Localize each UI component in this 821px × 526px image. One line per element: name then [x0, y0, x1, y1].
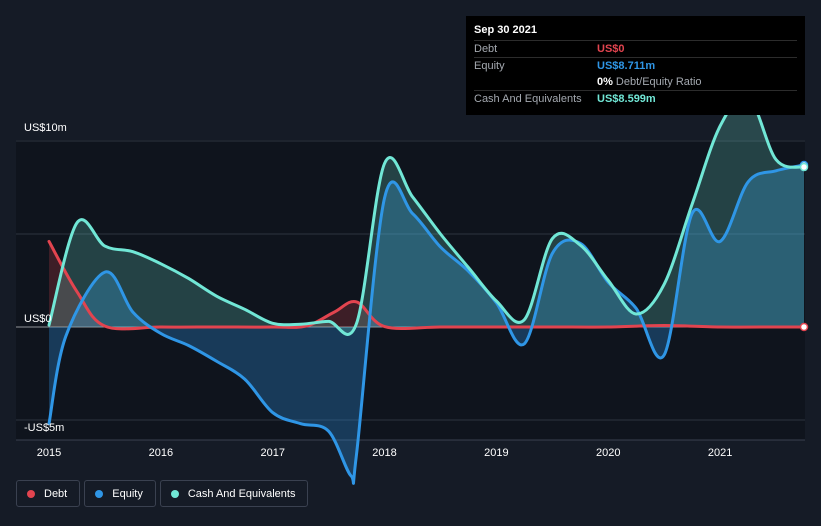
debt-end-point: [799, 322, 809, 332]
x-tick-label: 2017: [260, 447, 285, 459]
legend-item-debt[interactable]: Debt: [16, 480, 81, 507]
series-lines: [47, 93, 806, 485]
y-tick-label: -US$5m: [24, 422, 65, 434]
x-tick-label: 2021: [707, 447, 733, 459]
tooltip-cash-label: Cash And Equivalents: [474, 93, 582, 105]
legend-cash-label: Cash And Equivalents: [187, 487, 296, 500]
x-tick-label: 2015: [36, 447, 62, 459]
cash-area: [49, 95, 804, 335]
plot-background: [16, 140, 805, 440]
data-tooltip: Sep 30 2021 Debt US$0 Equity US$8.711m 0…: [466, 16, 805, 115]
cash-end-point: [799, 162, 809, 172]
legend-item-equity[interactable]: Equity: [84, 480, 156, 507]
x-tick-label: 2016: [148, 447, 174, 459]
legend-item-cash[interactable]: Cash And Equivalents: [159, 480, 309, 507]
tooltip-equity-value: US$8.711m: [597, 60, 656, 72]
tooltip-ratio-label: Debt/Equity Ratio: [615, 76, 702, 88]
equity-line: [47, 163, 806, 485]
x-tick-label: 2018: [372, 447, 397, 459]
tooltip-date: Sep 30 2021: [474, 24, 537, 36]
x-tick-label: 2020: [596, 447, 621, 459]
y-tick-label: US$0: [24, 313, 52, 325]
debt-line: [47, 239, 806, 331]
y-tick-label: US$10m: [24, 122, 67, 134]
series-areas: [49, 95, 804, 484]
legend-debt-label: Debt: [44, 487, 68, 500]
cash-dot-icon: [170, 489, 179, 498]
tooltip-cash-value: US$8.599m: [597, 93, 656, 105]
legend-equity-label: Equity: [112, 487, 143, 500]
tooltip-ratio-value: 0%: [597, 76, 613, 88]
cash-line: [47, 93, 806, 336]
debt-dot-icon: [27, 489, 35, 498]
series-end-markers: [799, 160, 809, 332]
equity-area: [49, 165, 804, 484]
tooltip-debt-label: Debt: [474, 43, 498, 55]
equity-dot-icon: [95, 489, 104, 498]
x-tick-label: 2019: [484, 447, 509, 459]
legend: Debt Equity Cash And Equivalents: [16, 480, 309, 507]
tooltip-debt-value: US$0: [597, 43, 625, 55]
tooltip-equity-label: Equity: [474, 60, 505, 72]
